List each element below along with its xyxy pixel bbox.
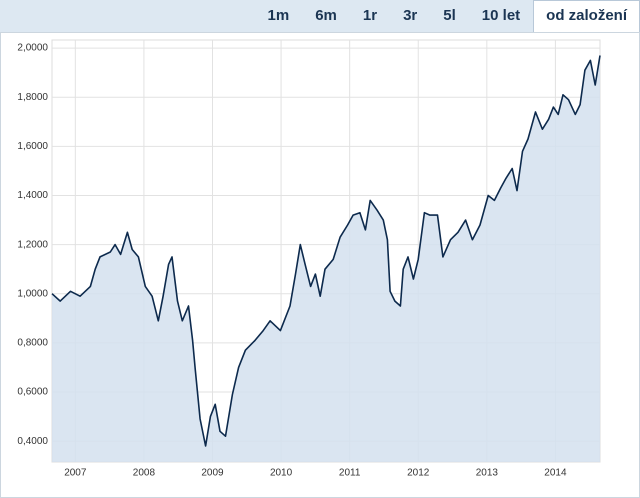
x-tick-label: 2012 (407, 468, 430, 479)
range-tab[interactable]: 6m (315, 7, 337, 24)
range-tab[interactable]: 1m (267, 7, 290, 24)
area-fill (52, 55, 600, 462)
y-tick-label: 1,6000 (17, 141, 48, 152)
y-tick-label: 1,4000 (17, 190, 48, 201)
range-tab[interactable]: 5l (443, 7, 456, 24)
y-tick-label: 1,2000 (17, 239, 48, 250)
x-tick-label: 2008 (133, 468, 156, 479)
y-tick-label: 0,4000 (17, 436, 48, 447)
y-tick-label: 0,8000 (17, 338, 48, 349)
x-tick-label: 2009 (201, 468, 224, 479)
x-tick-label: 2013 (476, 468, 499, 479)
range-tab[interactable]: 1r (362, 7, 378, 24)
range-tab[interactable]: 10 let (481, 7, 521, 24)
y-tick-label: 1,8000 (17, 92, 48, 103)
series-line (51, 55, 601, 447)
chart: 0,4000 0,6000 0,8000 1,0000 1,2000 1,4000 1,60… (0, 32, 640, 498)
range-tab[interactable]: od založení (533, 0, 640, 32)
range-tabs: 1m 6m 1r 3r 5l 10 let od založení (0, 0, 640, 32)
x-tick-label: 2011 (339, 468, 361, 479)
y-tick-label: 2,0000 (17, 43, 48, 54)
x-tick-label: 2007 (64, 468, 87, 479)
x-tick-label: 2010 (270, 468, 293, 479)
y-tick-label: 0,6000 (17, 387, 48, 398)
x-tick-label: 2014 (544, 468, 567, 479)
y-tick-label: 1,0000 (17, 288, 48, 299)
range-tab[interactable]: 3r (403, 7, 418, 24)
